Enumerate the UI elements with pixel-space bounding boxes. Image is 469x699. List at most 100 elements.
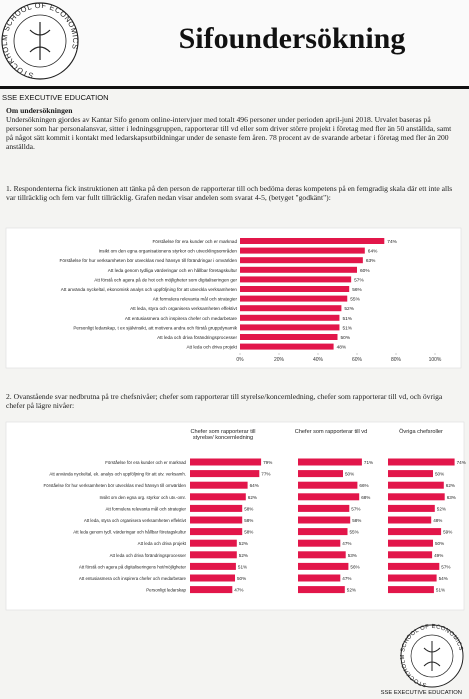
category-label: Att leda och driva förändringsprocesser — [157, 335, 237, 340]
bar — [240, 286, 350, 292]
bar — [190, 539, 237, 547]
value-label: 62% — [248, 495, 257, 500]
category-label: Att formulera relevanta mål och strategi… — [105, 506, 186, 511]
category-label: Att använda nyckeltal, ek. analys och up… — [49, 472, 186, 477]
category-label: Förståelse för era kunder och er marknad — [152, 238, 237, 244]
bar — [298, 539, 341, 547]
value-label: 59% — [443, 530, 452, 535]
value-label: 50% — [237, 576, 246, 581]
logo-inner — [13, 14, 67, 68]
footer-logo-inner — [410, 634, 454, 678]
x-tick-label: 20% — [274, 357, 285, 363]
bar — [190, 504, 243, 512]
value-label: 74% — [457, 460, 466, 465]
value-label: 51% — [436, 588, 445, 593]
chart-1-panel — [5, 227, 462, 369]
bar — [298, 493, 360, 501]
header-rule — [0, 86, 469, 89]
chart-2-panel — [5, 421, 465, 611]
bar — [388, 574, 437, 582]
category-label: Att använda nyckeltal, ekonomisk analys … — [61, 287, 238, 292]
value-label: 64% — [368, 249, 378, 255]
bar — [298, 470, 343, 478]
value-label: 50% — [435, 541, 444, 546]
value-label: 50% — [345, 472, 354, 477]
value-label: 47% — [342, 541, 351, 546]
bar — [388, 458, 455, 466]
footer-text: SSE EXECUTIVE EDUCATION — [381, 690, 462, 696]
bar — [388, 493, 445, 501]
bar — [388, 481, 444, 489]
x-tick-label: 0% — [236, 357, 244, 363]
x-tick-label: 100% — [429, 357, 442, 363]
value-label: 49% — [434, 553, 443, 558]
bar — [240, 257, 363, 264]
value-label: 60% — [360, 268, 370, 274]
bar — [298, 551, 346, 559]
bar — [240, 238, 385, 244]
value-label: 62% — [446, 483, 455, 488]
bar — [240, 314, 340, 321]
bar — [298, 481, 358, 489]
category-label: Att leda genom tydl. värderingar och hål… — [73, 530, 186, 535]
value-label: 50% — [341, 335, 351, 341]
bar — [240, 295, 348, 302]
category-label: Att formulera relevanta mål och strategi… — [153, 296, 238, 302]
value-label: 55% — [350, 530, 359, 535]
bar — [190, 551, 237, 559]
bar — [240, 324, 340, 331]
value-label: 58% — [244, 530, 253, 535]
category-label: Förståelse för era kunder och er marknad — [105, 460, 186, 465]
value-label: 52% — [347, 588, 356, 593]
value-label: 51% — [238, 564, 247, 569]
value-label: 79% — [263, 460, 272, 465]
x-tick-label: 40% — [313, 357, 324, 363]
footer-logo-emblem — [423, 641, 441, 671]
bar — [388, 586, 434, 594]
value-label: 58% — [352, 518, 361, 523]
category-label: Insikt om den egna organisationens styrk… — [99, 248, 238, 254]
value-label: 51% — [342, 316, 352, 322]
category-label: Att leda, styra och organisera verksamhe… — [130, 306, 238, 311]
value-label: 66% — [359, 483, 368, 488]
x-tick-label: 60% — [352, 357, 363, 363]
bar — [240, 276, 352, 283]
category-label: Att leda, styra och organisera verksamhe… — [84, 518, 187, 523]
series-header: Chefer som rapporterar till styrelse/ ko… — [190, 429, 256, 442]
category-label: Förståelse för hur verksamheten bör utve… — [60, 257, 238, 263]
bar — [388, 504, 435, 512]
bar — [190, 493, 246, 501]
bar — [298, 586, 345, 594]
category-label: Insikt om den egna org. styrkor och utv.… — [99, 495, 186, 500]
bar — [388, 539, 433, 547]
category-label: Att leda och driva projekt — [138, 541, 187, 546]
series-header: Övriga chefsroller — [399, 429, 443, 435]
bar — [298, 562, 349, 570]
category-label: Förståelse för hur verksamheten bör utve… — [43, 483, 186, 488]
value-label: 48% — [433, 518, 442, 523]
value-label: 50% — [435, 472, 444, 477]
value-label: 63% — [447, 495, 456, 500]
bar — [298, 528, 348, 536]
value-label: 71% — [364, 460, 373, 465]
category-label: Att förstå och agera på digitaliseringen… — [79, 564, 187, 569]
value-label: 58% — [244, 506, 253, 511]
category-label: Att leda genom tydliga värderingar och e… — [108, 267, 238, 273]
value-label: 64% — [250, 483, 259, 488]
category-label: Att entusiasmera och inspirera chefer oc… — [79, 576, 187, 581]
logo-emblem — [29, 22, 51, 60]
value-label: 52% — [344, 306, 354, 312]
question-1: 1. Respondenterna fick instruktionen att… — [6, 184, 453, 202]
category-label: Att leda och driva projekt — [186, 345, 237, 350]
bar — [388, 516, 432, 524]
value-label: 55% — [350, 297, 360, 303]
bar — [388, 528, 442, 536]
value-label: 52% — [239, 553, 248, 558]
value-label: 52% — [239, 541, 248, 546]
header-subtitle: SSE EXECUTIVE EDUCATION — [2, 93, 109, 102]
value-label: 57% — [351, 506, 360, 511]
bar — [298, 516, 351, 524]
bar — [240, 247, 365, 254]
